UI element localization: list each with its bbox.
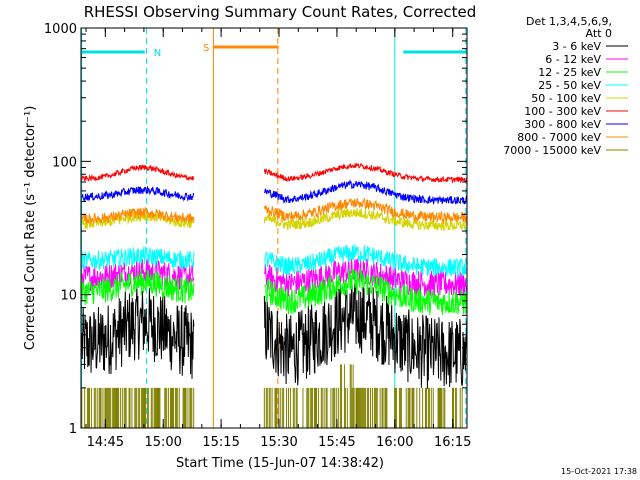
series-line <box>263 244 468 277</box>
series-line <box>264 268 468 315</box>
series-line <box>263 280 468 389</box>
x-tick-label: 14:45 <box>87 435 124 450</box>
x-tick-label: 15:45 <box>318 435 355 450</box>
series-line <box>81 186 195 203</box>
y-tick-label: 1 <box>69 422 77 437</box>
series-7000-15000keV <box>81 364 468 428</box>
legend-label: 6 - 12 keV <box>545 53 601 66</box>
x-tick-label: 16:00 <box>376 435 413 450</box>
legend-label: 50 - 100 keV <box>531 92 601 105</box>
saa-label: S <box>203 43 209 54</box>
series-line <box>263 162 468 184</box>
series-300-800keV <box>81 178 468 205</box>
night-label: N <box>154 48 161 59</box>
plot-frame <box>80 27 468 429</box>
axes-layer: 14:45 15:00 15:15 15:30 15:45 16:00 16:15 1 10 10… <box>44 22 472 450</box>
x-tick-label: 15:00 <box>144 435 181 450</box>
x-tick-label: 15:30 <box>260 435 297 450</box>
series-line <box>81 211 195 229</box>
legend-label: 800 - 7000 keV <box>517 131 601 144</box>
x-tick-label: 16:15 <box>434 435 471 450</box>
series-line <box>81 245 195 271</box>
series-line <box>81 268 195 305</box>
series-line <box>81 206 195 225</box>
series-50-100keV <box>81 208 468 232</box>
series-line <box>263 197 468 225</box>
series-line <box>263 258 468 297</box>
chart-title: RHESSI Observing Summary Count Rates, Co… <box>84 3 477 21</box>
legend-label: 7000 - 15000 keV <box>503 144 601 157</box>
legend-header: Att 0 <box>586 27 612 40</box>
series-800-7000keV <box>81 197 468 225</box>
series-line <box>263 208 468 232</box>
legend-label: 3 - 6 keV <box>552 40 601 53</box>
legend-label: 25 - 50 keV <box>538 79 601 92</box>
legend-header: Det 1,3,4,5,6,9, <box>526 15 612 28</box>
y-tick-label: 10 <box>60 289 77 304</box>
series-line <box>263 178 468 205</box>
y-axis-label: Corrected Count Rate (s⁻¹ detector⁻¹) <box>23 106 38 351</box>
y-tick-label: 1000 <box>44 22 77 37</box>
series-3-6keV <box>81 280 468 389</box>
series-line <box>81 285 195 379</box>
legend-label: 300 - 800 keV <box>524 118 601 131</box>
legend-label: 100 - 300 keV <box>524 105 601 118</box>
x-axis-label: Start Time (15-Jun-07 14:38:42) <box>176 456 384 471</box>
series-layer <box>81 162 468 428</box>
y-tick-label: 100 <box>52 155 77 170</box>
datestamp: 15-Oct-2021 17:38 <box>561 467 637 476</box>
series-line <box>81 164 195 182</box>
legend-label: 12 - 25 keV <box>538 66 601 79</box>
series-100-300keV <box>81 162 468 184</box>
series-12-25keV <box>81 268 468 315</box>
series-25-50keV <box>81 244 468 277</box>
x-tick-label: 15:15 <box>202 435 239 450</box>
